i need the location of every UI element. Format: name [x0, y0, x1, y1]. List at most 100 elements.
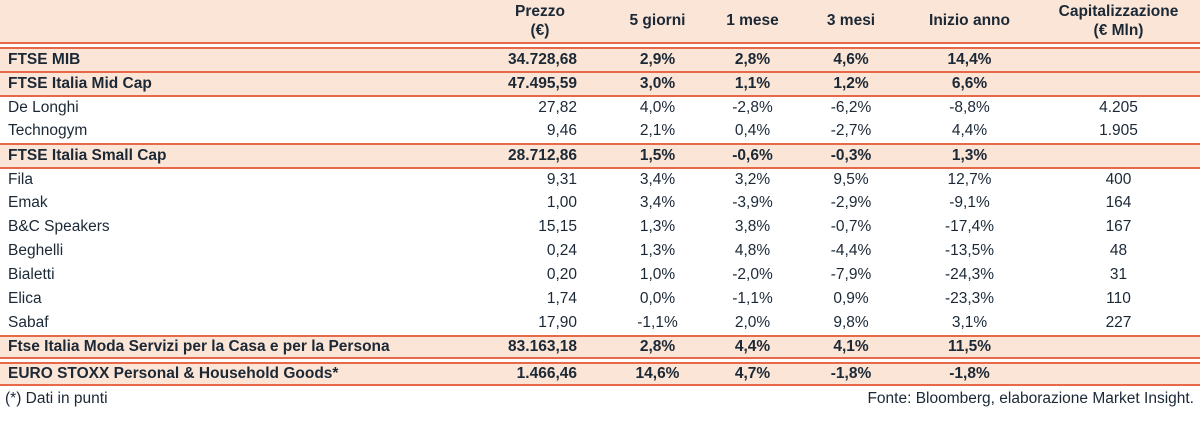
cell-g5: 2,9% [639, 51, 676, 68]
header-prezzo-line2: (€) [530, 22, 550, 39]
table-row: B&C Speakers 15,15 1,3% 3,8% -0,7% -17,4% 167 [0, 215, 1200, 239]
table-row: FTSE MIB 34.728,68 2,9% 2,8% 4,6% 14,4% [0, 47, 1200, 71]
cell-prezzo: 9,31 [546, 171, 577, 188]
cell-prezzo: 83.163,18 [508, 338, 577, 355]
cell-name: Sabaf [8, 314, 49, 331]
cell-g5: 3,4% [639, 194, 676, 211]
cell-ytd: 11,5% [947, 338, 992, 355]
cell-m1: 3,8% [734, 218, 771, 235]
cell-prezzo: 15,15 [538, 218, 577, 235]
cell-m3: -1,8% [830, 365, 872, 382]
table-row: FTSE Italia Small Cap 28.712,86 1,5% -0,6% -… [0, 143, 1200, 167]
table-row: FTSE Italia Mid Cap 47.495,59 3,0% 1,1% 1,2%… [0, 71, 1200, 95]
table-row: Sabaf 17,90 -1,1% 2,0% 9,8% 3,1% 227 [0, 311, 1200, 335]
cell-name: Beghelli [8, 242, 64, 259]
cell-m1: 4,4% [734, 338, 771, 355]
cell-cap: 167 [1105, 218, 1132, 235]
cell-g5: 3,4% [639, 171, 676, 188]
cell-prezzo: 1.466,46 [516, 365, 577, 382]
cell-g5: 1,5% [639, 147, 676, 164]
cell-cap [1037, 364, 1200, 384]
cell-m1: -2,8% [732, 99, 773, 116]
cell-ytd: -9,1% [949, 194, 990, 211]
source-note: Fonte: Bloomberg, elaborazione Market In… [867, 389, 1194, 407]
table-body: FTSE MIB 34.728,68 2,9% 2,8% 4,6% 14,4% FTSE I… [0, 47, 1200, 386]
footnote-dati-in-punti: (*) Dati in punti [5, 389, 108, 407]
cell-name: Elica [8, 290, 42, 307]
cell-g5: 0,0% [639, 290, 676, 307]
cell-name: EURO STOXX Personal & Household Goods* [8, 365, 339, 382]
cell-g5: 1,0% [639, 266, 676, 283]
cell-g5: -1,1% [637, 314, 678, 331]
table-row: EURO STOXX Personal & Household Goods* 1.… [0, 362, 1200, 386]
cell-prezzo: 9,46 [546, 122, 577, 139]
cell-ytd: -8,8% [949, 99, 990, 116]
cell-prezzo: 17,90 [538, 314, 577, 331]
cell-name: FTSE Italia Small Cap [8, 147, 167, 164]
cell-cap: 110 [1106, 290, 1131, 307]
cell-m3: -0,3% [830, 147, 872, 164]
cell-cap [1037, 49, 1200, 71]
cell-m1: 4,7% [734, 365, 771, 382]
cell-prezzo: 47.495,59 [508, 75, 577, 92]
cell-m3: 0,9% [833, 290, 869, 307]
cell-g5: 1,3% [639, 242, 676, 259]
cell-m3: -7,9% [830, 266, 872, 283]
header-prezzo: Prezzo (€) [470, 0, 610, 42]
cell-cap: 31 [1109, 266, 1128, 283]
cell-cap: 4.205 [1099, 99, 1138, 116]
cell-m1: -3,9% [732, 194, 773, 211]
cell-m1: -1,1% [732, 290, 773, 307]
cell-name: FTSE MIB [8, 51, 81, 68]
cell-prezzo: 34.728,68 [508, 51, 577, 68]
table-header: Prezzo (€) 5 giorni 1 mese 3 mesi Inizio… [0, 0, 1200, 44]
cell-m3: -2,7% [830, 122, 872, 139]
table-footer: (*) Dati in punti Fonte: Bloomberg, elab… [0, 386, 1200, 411]
cell-m1: 0,4% [734, 122, 771, 139]
cell-cap: 227 [1105, 314, 1132, 331]
cell-ytd: -23,3% [944, 290, 995, 307]
header-capitalizzazione: Capitalizzazione (€ Mln) [1037, 0, 1200, 42]
cell-m3: 1,2% [833, 75, 869, 92]
cell-g5: 2,8% [639, 338, 676, 355]
table-row: Emak 1,00 3,4% -3,9% -2,9% -9,1% 164 [0, 191, 1200, 215]
cell-prezzo: 0,20 [546, 266, 577, 283]
cell-m3: -6,2% [830, 99, 872, 116]
table-row: Elica 1,74 0,0% -1,1% 0,9% -23,3% 110 [0, 287, 1200, 311]
cell-ytd: 14,4% [947, 51, 992, 68]
header-name [0, 0, 470, 42]
cell-name: Technogym [8, 122, 88, 139]
cell-m3: -0,7% [830, 218, 872, 235]
cell-ytd: 12,7% [947, 171, 992, 188]
cell-m1: 4,8% [734, 242, 771, 259]
table-row: Technogym 9,46 2,1% 0,4% -2,7% 4,4% 1.905 [0, 119, 1200, 143]
cell-m1: 3,2% [734, 171, 771, 188]
cell-m3: 9,5% [833, 171, 869, 188]
header-1-mese: 1 mese [726, 12, 779, 29]
cell-m3: -4,4% [830, 242, 872, 259]
cell-m3: 9,8% [833, 314, 869, 331]
cell-m1: 1,1% [734, 75, 771, 92]
cell-ytd: -1,8% [949, 365, 990, 382]
cell-ytd: 6,6% [951, 75, 988, 92]
cell-prezzo: 1,74 [546, 290, 577, 307]
cell-name: Bialetti [8, 266, 55, 283]
cell-ytd: -13,5% [944, 242, 995, 259]
cell-g5: 3,0% [639, 75, 676, 92]
header-inizio-anno: Inizio anno [929, 12, 1010, 29]
cell-m1: -0,6% [732, 147, 773, 164]
table-row: Ftse Italia Moda Servizi per la Casa e p… [0, 335, 1200, 359]
cell-cap [1037, 73, 1200, 95]
cell-prezzo: 27,82 [538, 99, 577, 116]
table-row: Fila 9,31 3,4% 3,2% 9,5% 12,7% 400 [0, 167, 1200, 191]
market-performance-table: Prezzo (€) 5 giorni 1 mese 3 mesi Inizio… [0, 0, 1200, 411]
cell-name: Fila [8, 171, 33, 188]
cell-m1: 2,8% [734, 51, 771, 68]
cell-g5: 4,0% [639, 99, 676, 116]
cell-cap: 1.905 [1099, 122, 1138, 139]
cell-m1: 2,0% [734, 314, 771, 331]
table-row: Bialetti 0,20 1,0% -2,0% -7,9% -24,3% 31 [0, 263, 1200, 287]
cell-m3: 4,1% [833, 338, 869, 355]
table-row: De Longhi 27,82 4,0% -2,8% -6,2% -8,8% 4.205 [0, 95, 1200, 119]
cell-g5: 2,1% [639, 122, 676, 139]
